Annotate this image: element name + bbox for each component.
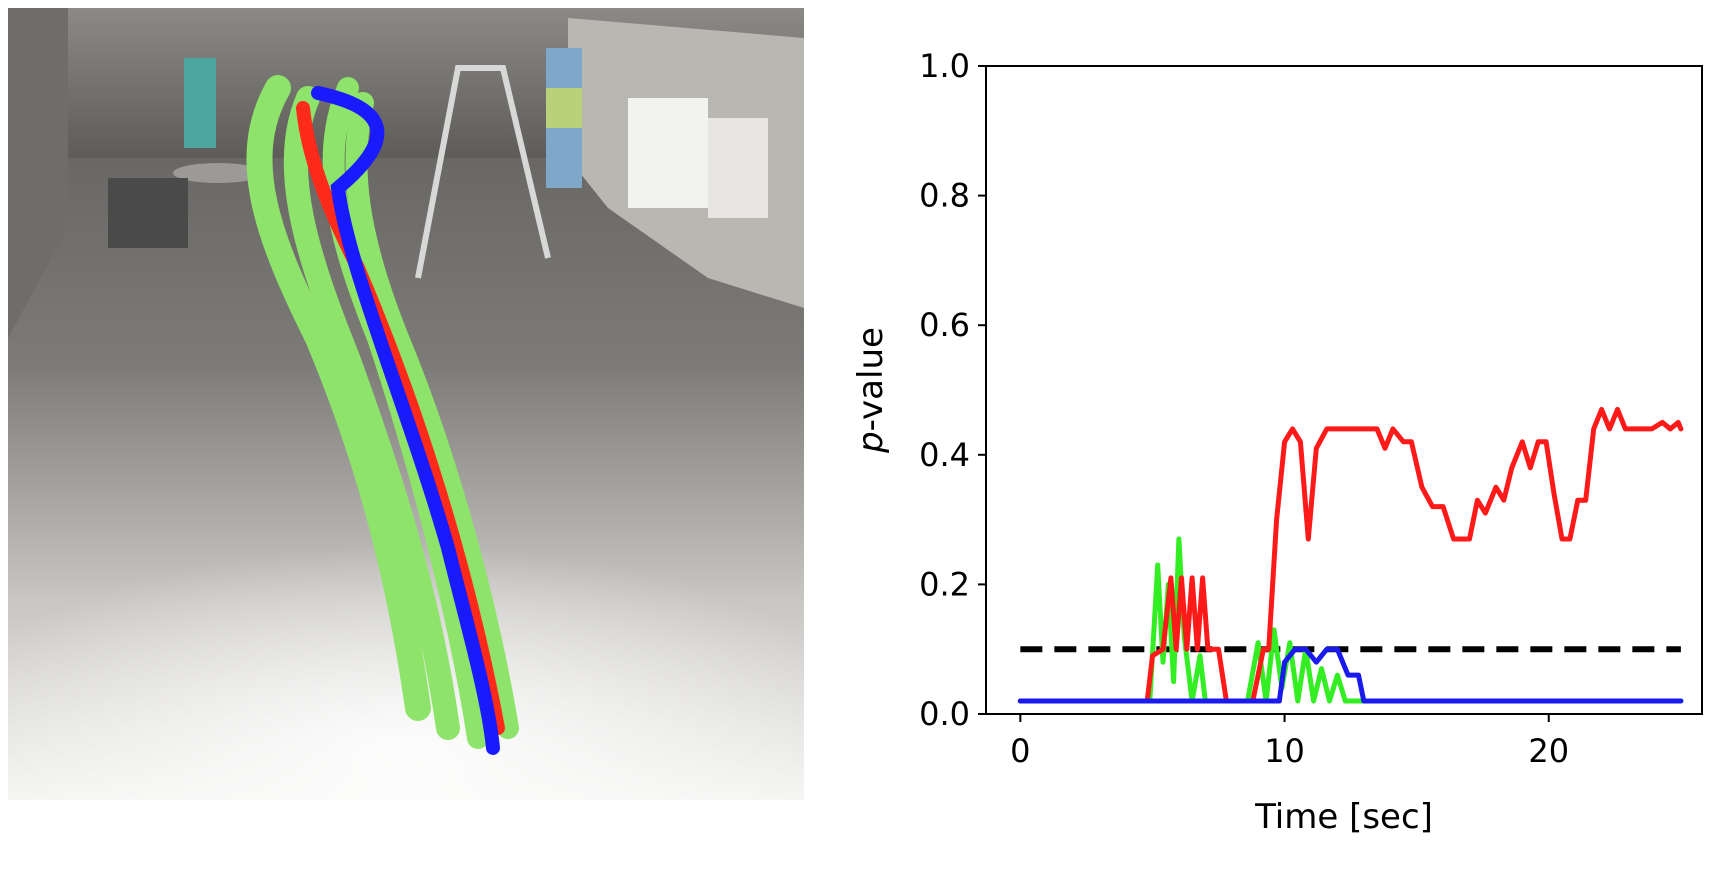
y-tick-label: 0.4 [919,436,970,474]
y-tick-label: 0.8 [919,177,970,215]
y-tick-label: 0.6 [919,306,970,344]
series-line-1 [1017,406,1684,704]
x-tick-label: 20 [1528,732,1569,770]
block-tower [184,58,216,148]
ladder [415,65,551,279]
white-board [628,98,708,208]
armchair [108,178,188,248]
series-line-2 [1017,646,1684,704]
y-axis: 0.0 0.2 0.4 0.6 0.8 1.0 [919,47,986,733]
left-wall [8,8,68,338]
y-tick-label: 0.0 [919,695,970,733]
plot-area [1017,406,1684,704]
x-axis: 0 10 20 [1010,714,1569,770]
round-table [173,163,263,183]
alternate-trajectory [311,86,500,755]
y-tick-label: 1.0 [919,47,970,85]
x-tick-label: 10 [1264,732,1305,770]
x-axis-label: Time [sec] [1254,797,1433,837]
y-tick-label: 0.2 [919,565,970,603]
white-board-2 [708,118,768,218]
axes-frame [985,65,1703,715]
y-axis-label: p-value [851,327,891,454]
y-axis-label-italic: p [851,431,891,454]
p-value-chart: 0.0 0.2 0.4 0.6 0.8 1.0 0 10 20 Time [sec] p-va… [851,47,1703,837]
y-axis-label-rest: -value [851,327,891,431]
x-tick-label: 0 [1010,732,1030,770]
trajectory-scene-image [8,8,804,800]
